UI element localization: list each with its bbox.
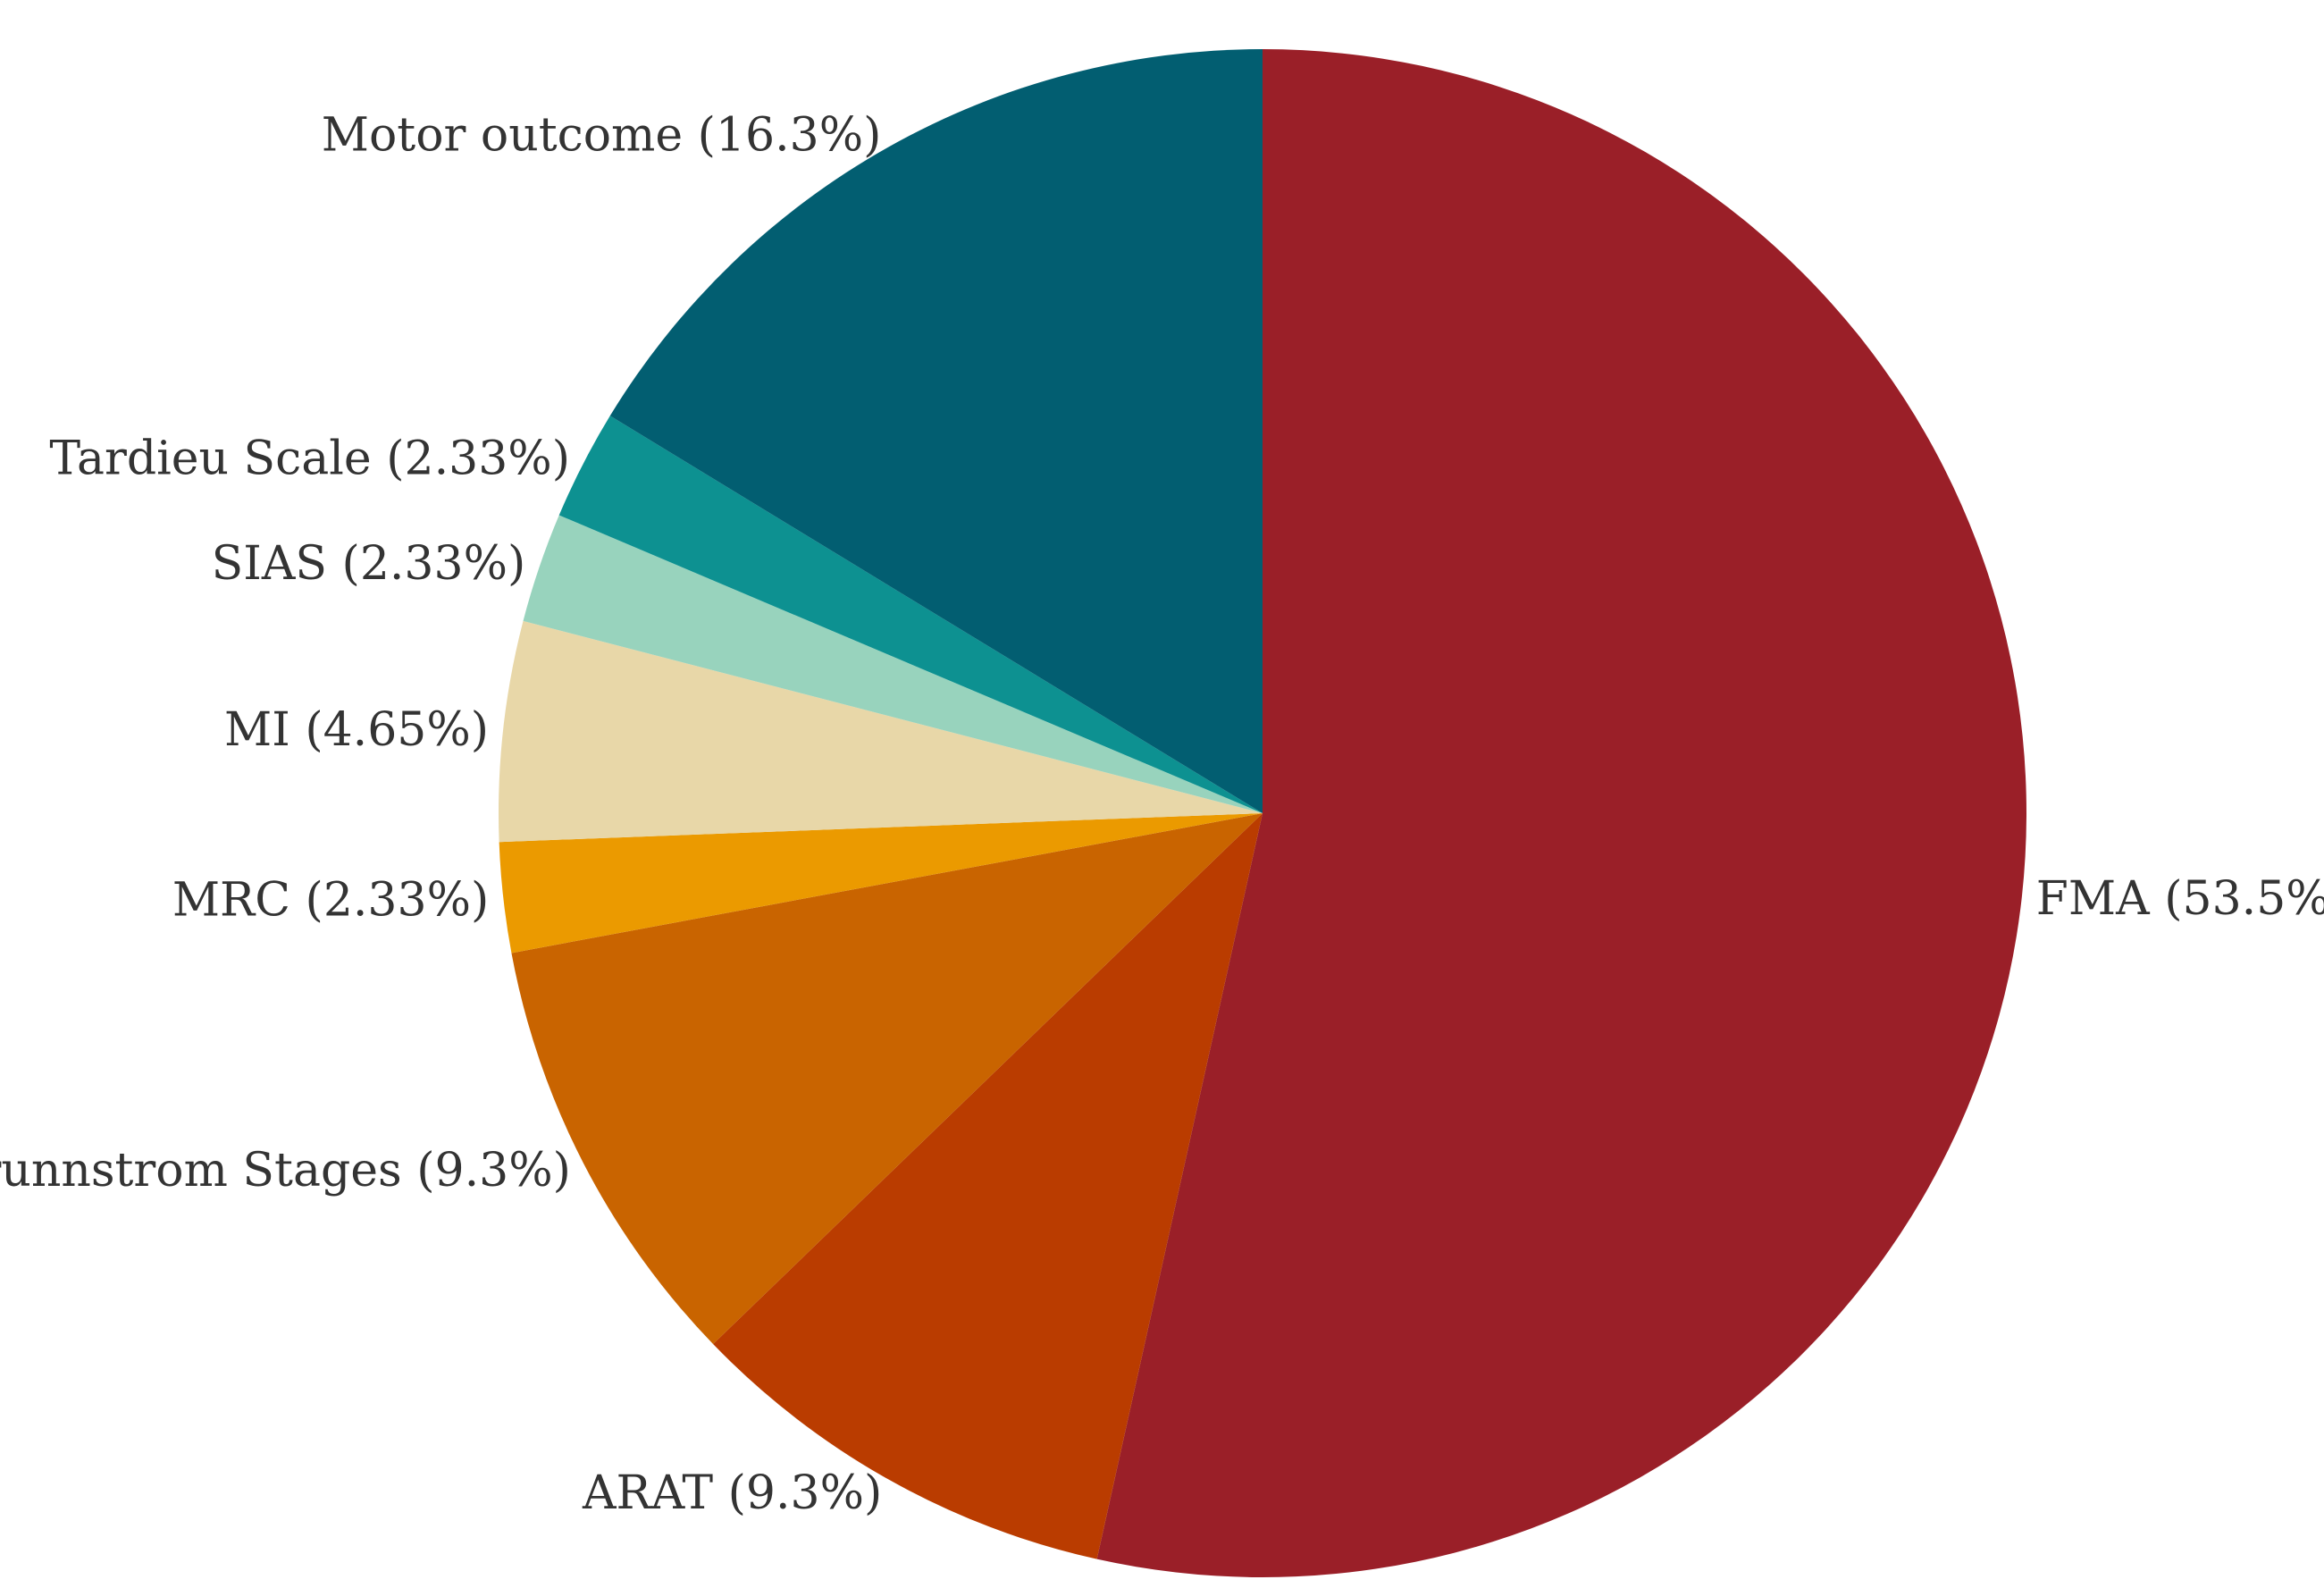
slice-brunnstrom-stages xyxy=(511,813,1263,1345)
slice-mi xyxy=(499,620,1263,843)
label-mrc: MRC (2.33%) xyxy=(172,873,489,927)
label-brunnstrom-stages: Brunnstrom Stages (9.3%) xyxy=(0,1144,571,1197)
label-tardieu-scale: Tardieu Scale (2.33%) xyxy=(49,433,570,486)
slice-fma xyxy=(1096,49,2026,1577)
slice-sias xyxy=(523,515,1263,813)
label-sias: SIAS (2.33%) xyxy=(212,537,526,591)
label-motor-outcome: Motor outcome (16.3%) xyxy=(322,109,882,163)
label-fma: FMA (53.5%) xyxy=(2036,872,2324,926)
label-mi: MI (4.65%) xyxy=(224,703,489,757)
slice-mrc xyxy=(499,813,1263,954)
slice-tardieu-scale xyxy=(558,416,1263,813)
slice-motor-outcome xyxy=(609,49,1263,813)
label-arat: ARAT (9.3%) xyxy=(582,1466,882,1520)
slice-arat xyxy=(713,813,1263,1559)
